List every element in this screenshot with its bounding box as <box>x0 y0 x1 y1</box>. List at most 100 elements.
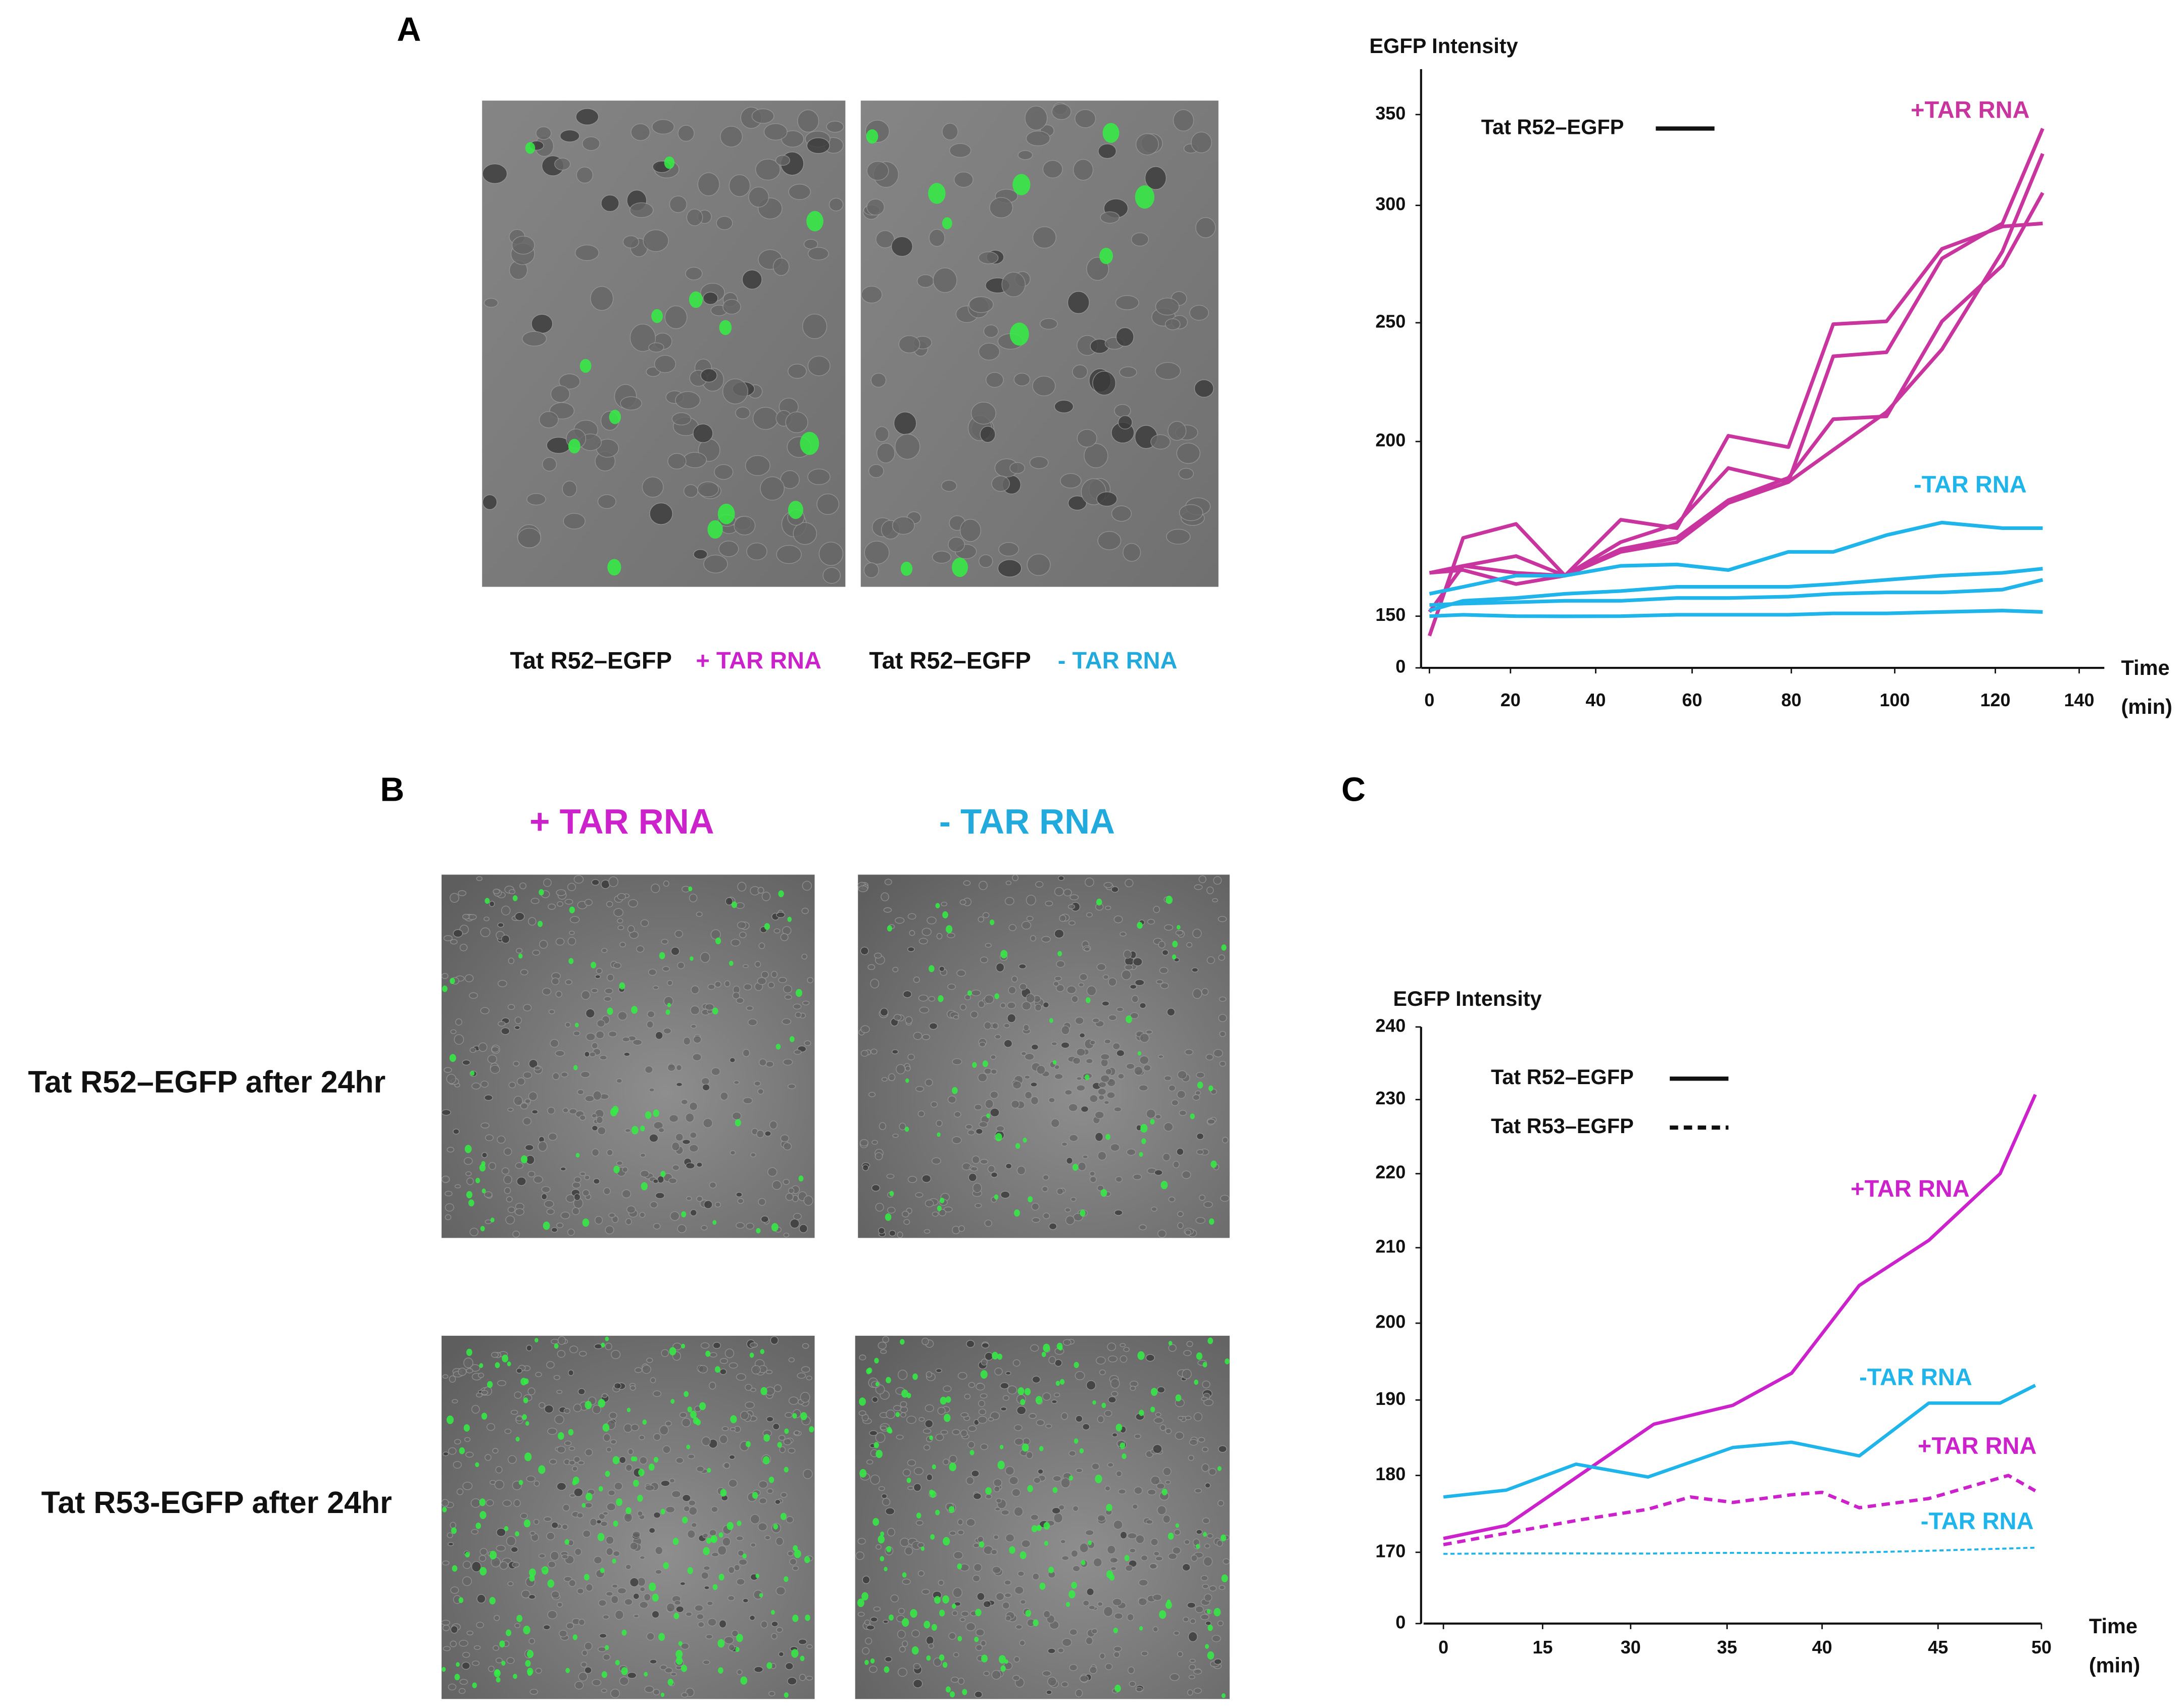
cell <box>757 1522 768 1531</box>
fluorescent-cell <box>1065 1601 1071 1607</box>
fluorescent-cell <box>1085 997 1091 1003</box>
cell <box>915 1086 925 1092</box>
cell <box>664 305 688 329</box>
cell <box>550 385 570 403</box>
series-label: +TAR RNA <box>1918 1432 2036 1459</box>
cell <box>1006 1002 1016 1009</box>
cell <box>1176 1148 1184 1156</box>
cell <box>603 1433 611 1442</box>
cell <box>605 1342 612 1350</box>
cell <box>949 1531 957 1536</box>
cell <box>1173 1631 1180 1636</box>
cell <box>1222 1137 1229 1144</box>
cell <box>1089 1094 1098 1103</box>
cell <box>450 1522 456 1529</box>
cell <box>957 1519 963 1526</box>
cell <box>702 1084 710 1091</box>
cell <box>905 1065 911 1071</box>
cell <box>1143 1064 1151 1071</box>
cell <box>913 1663 921 1670</box>
cell <box>926 1371 933 1378</box>
cell <box>1024 1091 1033 1099</box>
fluorescent-cell <box>1120 1442 1126 1449</box>
cell <box>1145 1519 1153 1525</box>
cell <box>558 373 580 389</box>
cell <box>735 407 751 419</box>
cell <box>965 1476 975 1485</box>
cell <box>584 1051 590 1057</box>
fluorescent-cell <box>1140 1124 1148 1133</box>
cell <box>1041 936 1051 943</box>
fluorescent-cell <box>1139 1152 1143 1157</box>
cell <box>1163 1075 1172 1081</box>
cell <box>981 1342 990 1349</box>
cell <box>1004 897 1014 906</box>
fluorescent-cell <box>641 1182 648 1191</box>
cell <box>634 1367 643 1373</box>
cell <box>1120 1343 1126 1347</box>
cell <box>905 1016 913 1025</box>
cell <box>799 1674 806 1681</box>
fluorescent-cell <box>507 1361 511 1367</box>
cell <box>1069 1664 1078 1671</box>
cell <box>515 948 523 954</box>
cell <box>528 1091 538 1101</box>
fluorescent-cell <box>513 1674 517 1679</box>
cell <box>680 1581 686 1586</box>
cell <box>539 411 559 428</box>
cell <box>1097 531 1122 550</box>
fluorescent-cell <box>558 1432 564 1440</box>
cell <box>970 1166 978 1172</box>
cell <box>932 1211 939 1217</box>
fluorescent-cell <box>586 1492 593 1501</box>
cell <box>751 1365 761 1375</box>
fluorescent-cell <box>1159 1610 1167 1619</box>
cell <box>941 902 948 907</box>
cell <box>665 1506 675 1514</box>
cell <box>1075 1016 1084 1025</box>
fluorescent-cell <box>1208 1085 1214 1092</box>
cell <box>544 1404 554 1413</box>
cell <box>1042 1670 1052 1677</box>
cell <box>1194 1488 1202 1493</box>
fluorescent-cell <box>1202 1361 1207 1368</box>
cell <box>448 1683 457 1690</box>
cell <box>486 1499 494 1506</box>
cell <box>650 1377 656 1383</box>
fluorescent-cell <box>1014 1209 1020 1217</box>
cell <box>685 1612 693 1617</box>
cell <box>1138 1085 1149 1091</box>
fluorescent-cell <box>1176 924 1181 930</box>
cell <box>1182 1563 1191 1572</box>
fluorescent-cell <box>1009 322 1029 346</box>
cell <box>1004 1580 1011 1586</box>
cell <box>1096 1356 1106 1365</box>
fluorescent-cell <box>653 1456 659 1463</box>
cell <box>669 196 688 213</box>
fluorescent-cell <box>900 561 913 576</box>
cell <box>552 1072 560 1080</box>
fluorescent-cell <box>637 1494 643 1502</box>
cell <box>692 1053 702 1061</box>
cell <box>947 983 956 990</box>
cell <box>1060 1539 1066 1544</box>
cell <box>1013 1656 1020 1663</box>
fluorescent-cell <box>1012 174 1031 196</box>
cell <box>1120 932 1127 937</box>
cell <box>630 123 651 141</box>
fluorescent-cell <box>602 1423 610 1432</box>
cell <box>677 1224 687 1233</box>
cell <box>1134 1486 1143 1495</box>
cell <box>902 990 912 998</box>
cell <box>902 1469 911 1477</box>
cell <box>1107 1462 1114 1468</box>
cell <box>952 1429 960 1435</box>
fluorescent-cell <box>1102 123 1120 143</box>
cell <box>947 933 955 939</box>
cell <box>682 1139 691 1145</box>
fluorescent-cell <box>688 886 693 892</box>
cell <box>683 1505 690 1512</box>
caption-condition: + TAR RNA <box>696 647 821 673</box>
cell <box>935 1368 942 1373</box>
cell <box>689 893 698 903</box>
